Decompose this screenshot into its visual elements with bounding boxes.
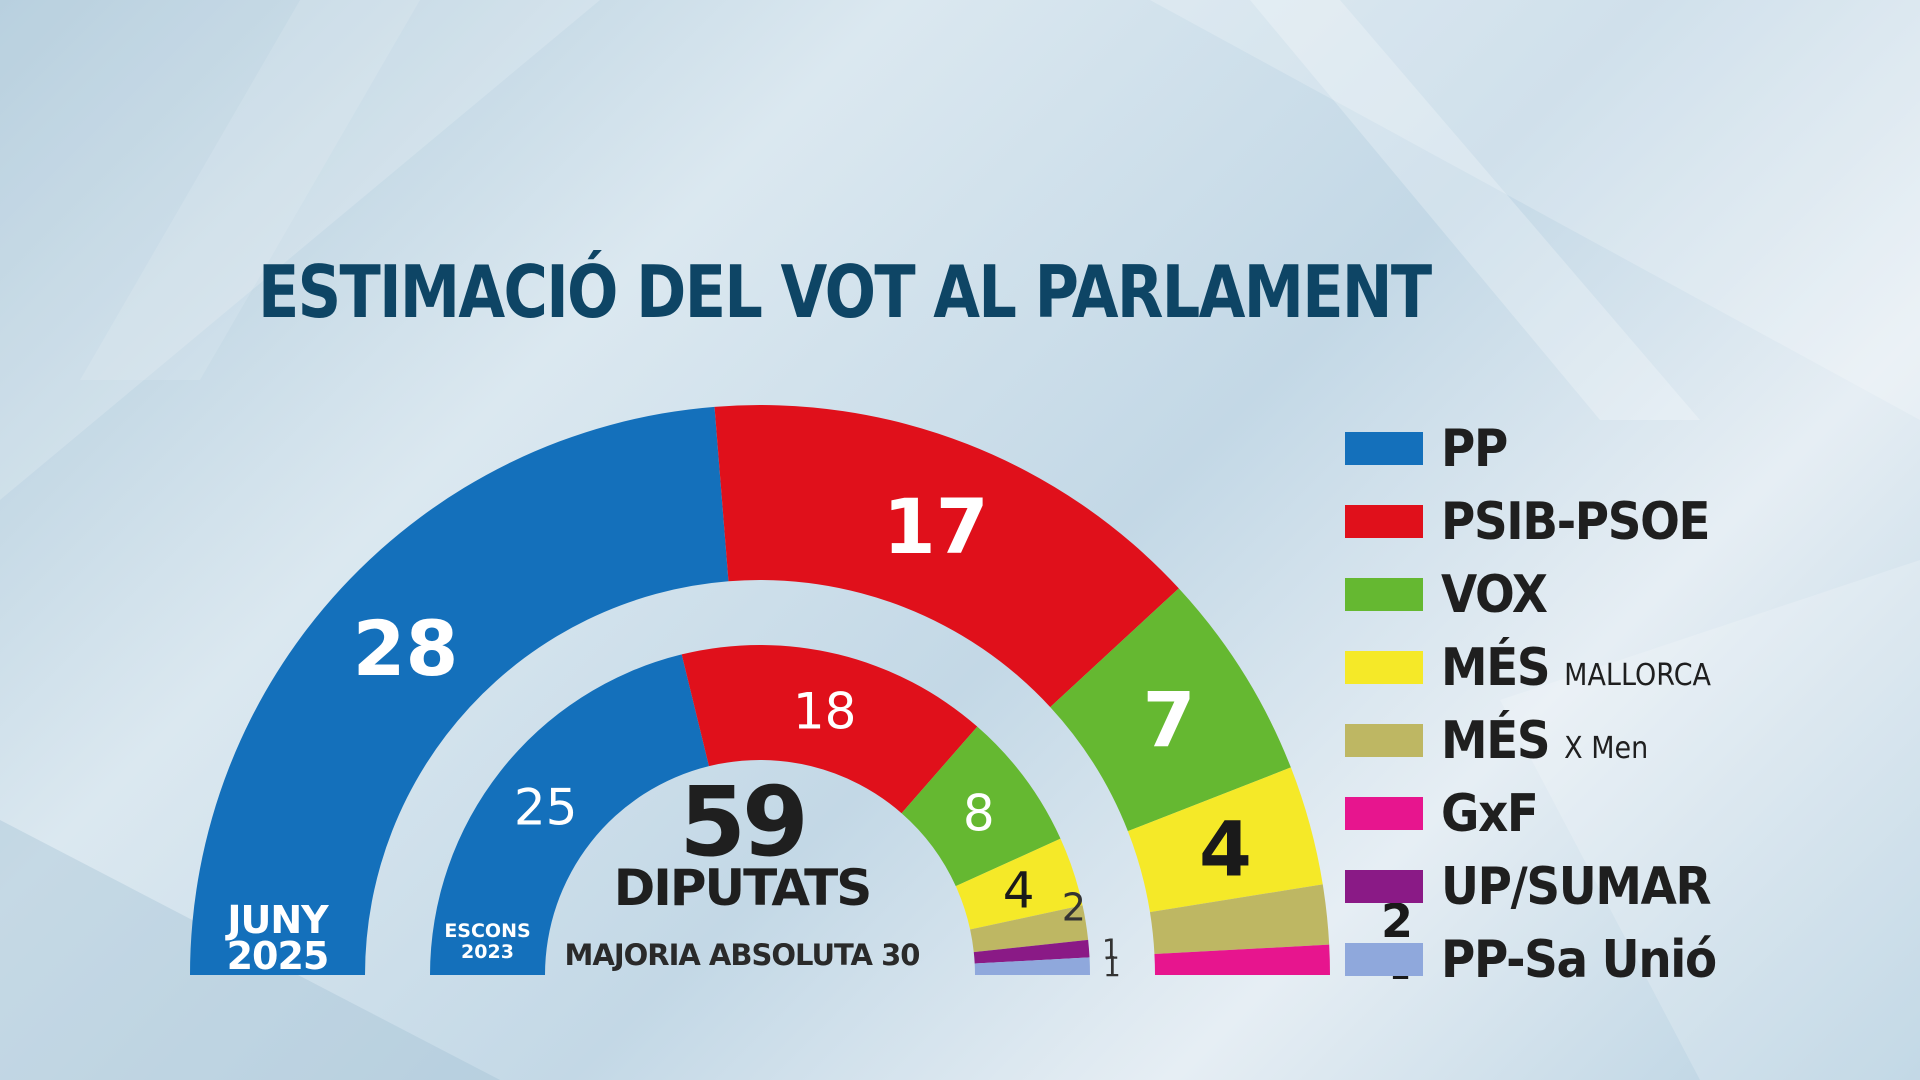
legend-item-mes-mallorca: MÉS MALLORCA — [1345, 631, 1865, 704]
seat-segment-escons-2023-mes-x-men — [970, 905, 1089, 953]
legend-swatch-pp — [1345, 432, 1423, 465]
seat-segment-juny-2025-gxf — [1154, 944, 1331, 975]
value-label-escons-2023-vox: 8 — [963, 784, 995, 842]
legend-swatch-mes-mallorca — [1345, 651, 1423, 684]
legend-label-up-sumar: UP/SUMAR — [1441, 856, 1711, 917]
legend-label-pp-sa-unio: PP-Sa Unió — [1441, 929, 1717, 990]
chart-title: ESTIMACIÓ DEL VOT AL PARLAMENT — [257, 250, 1432, 334]
value-label-escons-2023-mes-x-men: 2 — [1062, 886, 1086, 930]
legend-swatch-vox — [1345, 578, 1423, 611]
legend-item-up-sumar: UP/SUMAR — [1345, 850, 1865, 923]
value-label-juny-2025-mes-mallorca: 4 — [1199, 804, 1252, 893]
legend-sublabel-x-men: X Men — [1564, 730, 1649, 766]
legend-swatch-up-sumar — [1345, 870, 1423, 903]
center-diputats-label: DIPUTATS — [614, 859, 871, 917]
seat-segment-escons-2023-mes-mallorca — [955, 838, 1083, 930]
value-label-escons-2023-pp-sa-unio: 1 — [1103, 950, 1121, 983]
seat-segment-juny-2025-pp — [190, 406, 729, 976]
value-label-juny-2025-mes-x-men: 2 — [1381, 894, 1413, 948]
legend-label-psib-psoe: PSIB-PSOE — [1441, 491, 1710, 552]
value-label-escons-2023-pp: 25 — [514, 779, 578, 837]
legend-swatch-psib-psoe — [1345, 505, 1423, 538]
legend-item-mes-x-men: MÉS X Men — [1345, 704, 1865, 777]
value-label-escons-2023-psib-psoe: 18 — [793, 682, 857, 740]
seat-segment-escons-2023-pp — [430, 654, 709, 975]
legend-label-gxf: GxF — [1441, 783, 1539, 844]
seat-segment-escons-2023-vox — [901, 726, 1061, 887]
value-label-escons-2023-up-sumar: 1 — [1102, 933, 1120, 966]
value-label-juny-2025-psib-psoe: 17 — [883, 482, 989, 571]
seat-segment-juny-2025-mes-mallorca — [1127, 767, 1323, 913]
legend-label-mes: MÉS — [1441, 710, 1551, 771]
center-total-seats: 59 — [679, 766, 805, 878]
legend: PP PSIB-PSOE VOX MÉS MALLORCA MÉS X Men … — [1345, 412, 1865, 996]
legend-item-pp: PP — [1345, 412, 1865, 485]
legend-item-psib-psoe: PSIB-PSOE — [1345, 485, 1865, 558]
legend-label-vox: VOX — [1441, 564, 1548, 625]
seat-segment-juny-2025-vox — [1050, 588, 1291, 832]
value-label-juny-2025-pp: 28 — [353, 604, 459, 693]
value-label-escons-2023-mes-mallorca: 4 — [1003, 861, 1035, 919]
seat-segment-escons-2023-up-sumar — [973, 939, 1090, 964]
legend-sublabel-mallorca: MALLORCA — [1564, 657, 1712, 693]
series-label-2025: 2025 — [227, 934, 329, 978]
series-label-2023: 2023 — [461, 941, 514, 963]
legend-item-vox: VOX — [1345, 558, 1865, 631]
legend-item-pp-sa-unio: PP-Sa Unió — [1345, 923, 1865, 996]
legend-label-mes: MÉS — [1441, 637, 1551, 698]
legend-swatch-pp-sa-unio — [1345, 943, 1423, 976]
legend-swatch-gxf — [1345, 797, 1423, 830]
series-label-escons: ESCONS — [444, 920, 530, 942]
series-label-juny: JUNY — [224, 898, 329, 942]
legend-swatch-mes-x-men — [1345, 724, 1423, 757]
seat-segment-juny-2025-mes-x-men — [1149, 884, 1330, 954]
value-label-juny-2025-vox: 7 — [1143, 675, 1196, 764]
seat-segment-juny-2025-psib-psoe — [714, 405, 1179, 708]
majority-label: MAJORIA ABSOLUTA 30 — [565, 938, 920, 972]
legend-item-gxf: GxF — [1345, 777, 1865, 850]
legend-label-pp: PP — [1441, 418, 1508, 479]
seat-segment-escons-2023-psib-psoe — [681, 645, 978, 814]
seat-segment-escons-2023-pp-sa-unio — [974, 957, 1090, 975]
